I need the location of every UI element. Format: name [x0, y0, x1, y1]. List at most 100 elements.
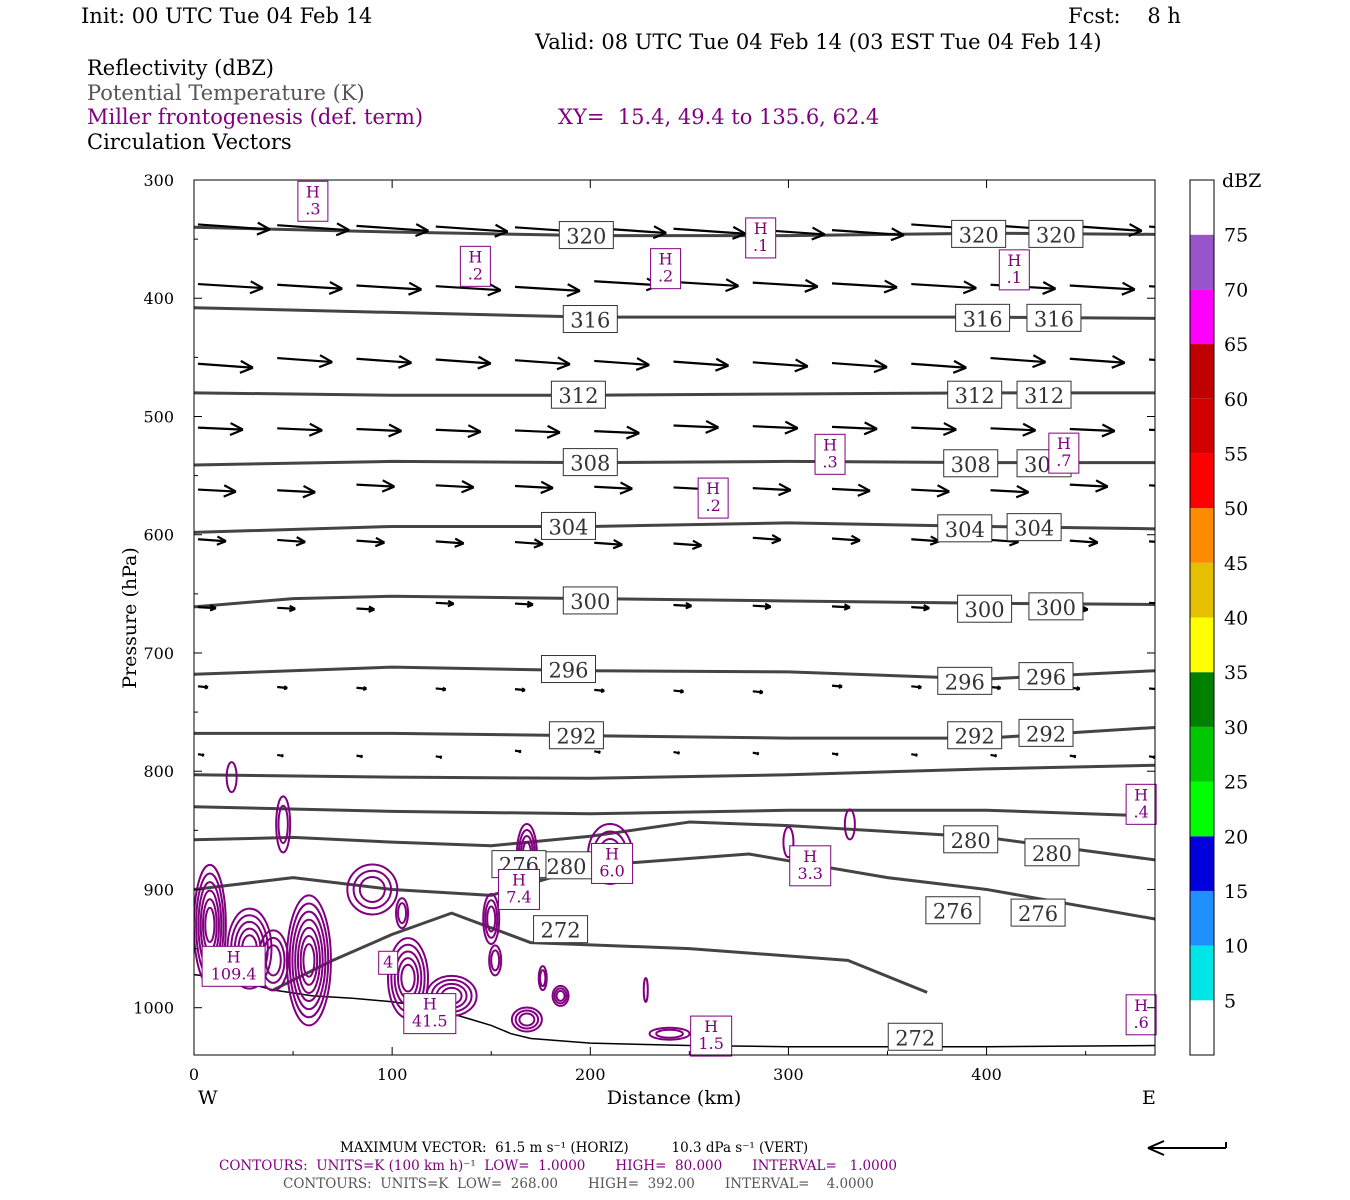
field-reflectivity: Reflectivity (dBZ)	[87, 56, 275, 80]
fronto-contour	[352, 869, 393, 910]
fronto-max-box	[378, 950, 399, 975]
fronto-contour	[782, 826, 795, 859]
theta-label-272: 272	[541, 919, 581, 943]
circulation-vector	[673, 360, 729, 367]
circulation-vector-head	[556, 356, 571, 371]
fronto-contour	[204, 906, 216, 944]
circulation-vector	[594, 430, 640, 435]
circulation-vector	[594, 541, 623, 546]
fronto-max-label: H	[659, 250, 673, 269]
circulation-vector	[673, 424, 719, 429]
fronto-max-label: H	[1134, 996, 1148, 1015]
circulation-vector	[197, 223, 271, 231]
circulation-vector-head	[454, 537, 465, 548]
x-tick-label: 400	[971, 1065, 1002, 1084]
circulation-vector-head	[1161, 601, 1167, 606]
fronto-max-label: H	[706, 479, 720, 498]
circulation-vector	[831, 605, 851, 609]
circulation-vector-head	[1101, 423, 1116, 438]
theta-label-320: 320	[566, 225, 606, 249]
fronto-max-label: H	[1007, 251, 1021, 270]
circulation-vector	[911, 605, 930, 610]
circulation-vector	[277, 356, 333, 364]
fronto-max-label: H	[227, 947, 241, 966]
theta-contour-296	[194, 665, 1155, 681]
circulation-vector	[673, 542, 702, 547]
circulation-vector-head	[1022, 422, 1037, 437]
circulation-vector	[356, 357, 412, 364]
fronto-contour	[555, 989, 566, 1002]
circulation-vector	[277, 606, 296, 610]
circulation-vector-head	[408, 281, 423, 296]
fronto-max-box	[201, 945, 266, 987]
circulation-vector-head	[398, 354, 413, 369]
circulation-vector-head	[936, 484, 950, 498]
theta-contour-284	[194, 805, 1155, 818]
fronto-max-box	[1048, 432, 1080, 474]
circulation-vector	[673, 280, 739, 288]
east-label: E	[1142, 1087, 1156, 1109]
fronto-max-box	[1125, 994, 1157, 1036]
circulation-vector	[1149, 428, 1155, 432]
theta-label-316: 316	[570, 309, 610, 333]
colorbar-label: 40	[1224, 608, 1248, 630]
y-tick-label: 300	[143, 171, 174, 190]
theta-label-box	[1006, 513, 1062, 542]
circulation-vector-head	[917, 684, 922, 690]
fronto-max-box	[497, 868, 540, 910]
theta-label-box	[558, 221, 614, 250]
y-tick-label: 700	[143, 644, 174, 663]
theta-contour-280	[194, 820, 1155, 862]
circulation-vector-head	[619, 481, 633, 495]
theta-label-box	[1018, 718, 1074, 747]
theta-label-box	[562, 305, 618, 334]
circulation-vector	[594, 280, 660, 287]
circulation-vector	[435, 358, 491, 365]
theta-label-box	[943, 825, 999, 854]
colorbar-segment	[1190, 562, 1214, 618]
terrain-line	[193, 973, 1156, 1048]
circulation-vector-head	[890, 227, 905, 242]
fronto-contour	[642, 976, 649, 1003]
circulation-vector-head	[835, 752, 839, 757]
circulation-vector	[1069, 284, 1135, 291]
theta-label-292: 292	[1026, 722, 1066, 746]
theta-contour-note: CONTOURS: UNITS=K LOW= 268.00 HIGH= 392.…	[283, 1176, 874, 1192]
theta-label-296: 296	[945, 670, 985, 694]
fronto-max-label: 41.5	[412, 1012, 448, 1031]
theta-label-box	[947, 721, 1003, 750]
fronto-contour	[400, 963, 416, 993]
circulation-vector-head	[415, 223, 430, 237]
fronto-max-label: 3.3	[798, 864, 823, 883]
theta-contour-272	[272, 911, 928, 994]
circulation-vector-head	[381, 479, 395, 493]
colorbar-segment	[1190, 180, 1214, 235]
circulation-vector	[752, 487, 791, 492]
circulation-vector-head	[612, 539, 623, 550]
circulation-vector-head	[764, 602, 772, 611]
colorbar-segment	[1190, 508, 1214, 563]
circulation-vector-head	[295, 536, 306, 547]
circulation-vector-head	[873, 359, 888, 374]
theta-label-box	[548, 721, 604, 750]
circulation-vector-head	[447, 599, 455, 608]
fronto-max-box	[998, 249, 1030, 291]
cross-section-xy: XY= 15.4, 49.4 to 135.6, 62.4	[558, 105, 880, 129]
fronto-contour	[291, 910, 327, 1011]
circulation-vector-head	[1076, 685, 1081, 691]
circulation-vector-head	[526, 600, 534, 608]
colorbar-label: 35	[1224, 662, 1248, 684]
fronto-contour	[518, 1012, 536, 1027]
circulation-vector	[752, 425, 798, 430]
theta-contour-320	[194, 225, 1155, 238]
fronto-max-box	[690, 1015, 733, 1057]
theta-label-304: 304	[548, 515, 588, 539]
fronto-max-label: 4	[383, 952, 393, 971]
fronto-max-label: H	[754, 219, 768, 238]
y-tick-label: 900	[143, 880, 174, 899]
theta-label-276: 276	[1018, 902, 1058, 926]
fronto-max-label: H	[823, 435, 837, 454]
circulation-vector-head	[442, 686, 447, 692]
circulation-vector-head	[635, 357, 650, 371]
